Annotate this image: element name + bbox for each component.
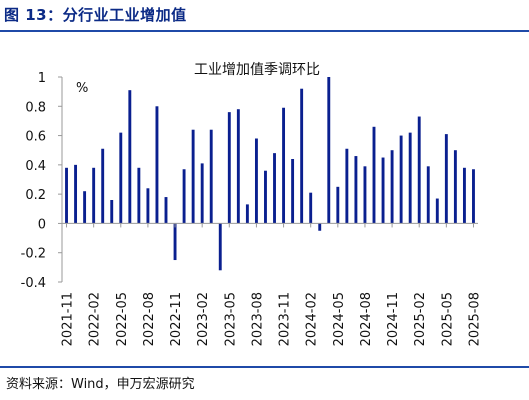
figure-title: 图 13：分行业工业增加值: [4, 6, 187, 24]
x-tick-label: 2023-02: [196, 292, 211, 346]
y-tick-label: 0.4: [25, 159, 46, 174]
bars-group: [65, 77, 475, 271]
x-tick-label: 2023-05: [223, 292, 238, 346]
bar-2024-12: [399, 135, 403, 224]
y-tick-label: 0.6: [25, 130, 46, 145]
x-tick-label: 2024-02: [305, 292, 320, 346]
bar-2024-01: [300, 88, 304, 224]
bar-2023-01: [191, 129, 195, 224]
x-tick-label: 2024-05: [332, 292, 347, 346]
bar-2022-07: [137, 167, 141, 224]
bar-2022-08: [146, 188, 150, 224]
x-tick-label: 2023-11: [278, 292, 293, 346]
x-tick-label: 2021-11: [61, 292, 76, 346]
bar-2023-02: [200, 163, 204, 224]
x-tick-label: 2024-11: [386, 292, 401, 346]
chart-title: 工业增加值季调环比: [194, 62, 320, 78]
bar-2022-01: [83, 191, 87, 224]
bar-2025-01: [408, 132, 412, 224]
bar-2024-07: [354, 156, 358, 224]
bar-2022-12: [182, 169, 186, 224]
bar-2025-05: [444, 134, 448, 224]
x-tick-label: 2022-05: [115, 292, 130, 346]
y-tick-label: 0: [38, 217, 46, 232]
bar-2022-11: [173, 223, 177, 261]
x-tick-label: 2023-08: [250, 292, 265, 346]
bar-2023-11: [282, 107, 286, 224]
y-axis: -0.4 -0.2 0 0.2 0.4 0.6 0.8 1: [21, 71, 63, 291]
bar-2024-02: [309, 192, 313, 224]
bar-2025-08: [472, 169, 475, 224]
bar-2024-08: [363, 166, 367, 224]
y-unit-label: %: [76, 81, 88, 96]
bar-chart: 工业增加值季调环比 % -0.4 -0.2 0 0.2 0.4 0.6 0.8 1 2021-…: [21, 62, 483, 346]
bar-2023-09: [264, 170, 267, 224]
x-tick-label: 2022-02: [88, 292, 103, 346]
bar-2021-11: [65, 167, 68, 224]
bar-2023-03: [209, 129, 213, 224]
bar-2023-07: [245, 204, 249, 224]
bar-2025-07: [462, 167, 466, 224]
bar-2025-02: [417, 116, 421, 224]
y-tick-label: 1: [38, 71, 46, 86]
top-rule: [0, 30, 529, 32]
bottom-rule: [0, 366, 529, 368]
x-tick-label: 2025-05: [440, 292, 455, 346]
x-tick-label: 2022-08: [142, 292, 157, 346]
x-tick-label: 2022-11: [169, 292, 184, 346]
bar-2023-12: [291, 159, 295, 224]
bar-2022-04: [110, 200, 114, 224]
y-tick-label: -0.2: [21, 247, 46, 262]
bar-2024-03: [318, 223, 322, 231]
bar-2022-03: [101, 148, 105, 224]
bar-2022-09: [155, 106, 159, 224]
bar-2023-05: [227, 112, 231, 224]
bar-2024-09: [372, 126, 376, 224]
x-tick-label: 2024-08: [359, 292, 374, 346]
source-note: 资料来源：Wind，申万宏源研究: [6, 377, 195, 392]
bar-2025-04: [435, 198, 439, 224]
bar-2023-06: [236, 109, 240, 224]
bar-2024-10: [381, 157, 385, 224]
x-tick-label: 2025-08: [467, 292, 482, 346]
bar-2023-04: [218, 223, 222, 271]
y-tick-label: 0.2: [25, 188, 46, 203]
bar-2022-10: [164, 197, 168, 224]
bar-2024-06: [345, 148, 349, 224]
bar-2025-03: [426, 166, 430, 224]
bar-2022-02: [92, 167, 96, 224]
bar-2025-06: [453, 150, 457, 224]
bar-2021-12: [74, 164, 78, 224]
y-tick-label: 0.8: [25, 100, 46, 115]
x-tick-label: 2025-02: [413, 292, 428, 346]
bar-2024-05: [336, 186, 340, 224]
bar-2023-08: [254, 138, 258, 224]
bar-2022-05: [119, 132, 123, 224]
bar-2024-11: [390, 150, 394, 224]
y-tick-label: -0.4: [21, 276, 46, 291]
x-axis: 2021-11 2022-02 2022-05 2022-08 2022-11 2023-…: [61, 222, 482, 346]
bar-2024-04: [327, 77, 331, 224]
bar-2023-10: [273, 153, 276, 224]
bar-2022-06: [128, 90, 132, 224]
